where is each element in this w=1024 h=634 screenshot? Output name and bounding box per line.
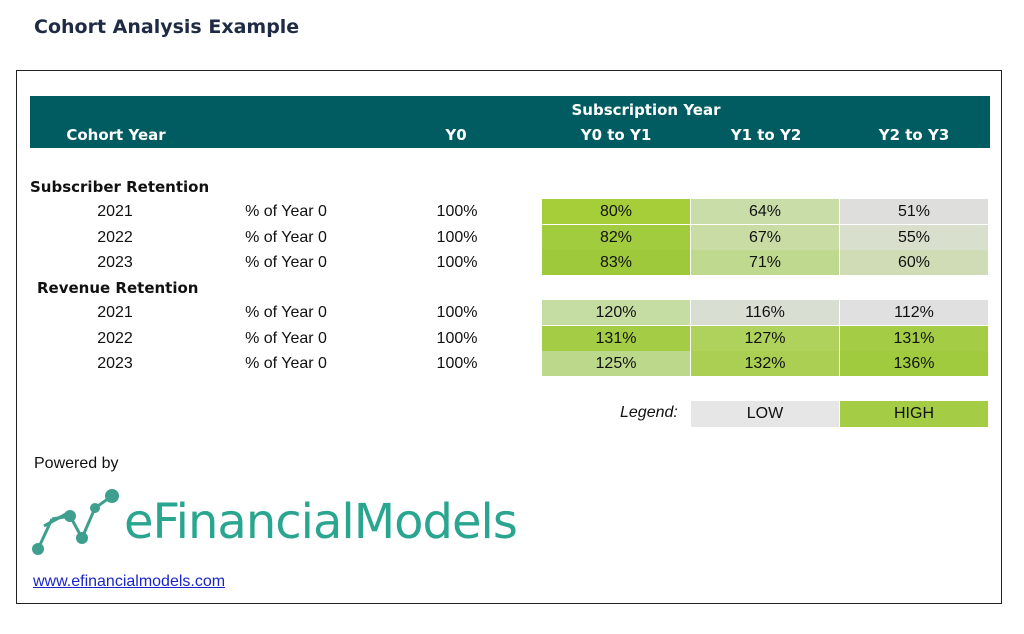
powered-by: Powered by (34, 455, 119, 472)
cohort-year-cell: 2021 (97, 203, 133, 220)
y0-cell: 100% (436, 228, 478, 246)
y2-to-y3-header: Y2 to Y3 (878, 126, 950, 144)
y1-to-y2-header: Y1 to Y2 (730, 126, 802, 144)
legend-low: LOW (691, 401, 839, 427)
metric-cell: % of Year 0 (245, 355, 327, 372)
y0-cell: 100% (436, 329, 478, 347)
metric-cell: % of Year 0 (245, 304, 327, 321)
y0-header: Y0 (445, 126, 467, 144)
y0-to-y1-header: Y0 to Y1 (580, 126, 652, 144)
cohort-year-cell: 2022 (97, 228, 133, 246)
retention-value-cell: 80% (542, 199, 690, 224)
metric-cell: % of Year 0 (245, 254, 327, 271)
efinancialmodels-logo-icon (32, 489, 119, 555)
table-row: 2021 % of Year 0 100% 120% 116% 112% (0, 300, 1024, 325)
brand-e: e (124, 494, 154, 550)
cohort-year-cell: 2023 (97, 355, 133, 372)
y0-cell: 100% (436, 355, 478, 372)
table-row: 2023 % of Year 0 100% 125% 132% 136% (0, 351, 1024, 376)
retention-value-cell: 82% (542, 224, 690, 250)
retention-value-cell: 131% (840, 325, 988, 351)
table-frame (16, 70, 1002, 604)
retention-value-cell: 67% (691, 224, 839, 250)
retention-value-cell: 125% (542, 351, 690, 376)
metric-cell: % of Year 0 (245, 203, 327, 220)
website-link[interactable]: www.efinancialmodels.com (33, 573, 226, 590)
y0-cell: 100% (436, 254, 478, 271)
table-header: Subscription Year Cohort Year Y0 Y0 to Y… (30, 96, 990, 148)
table-row: 2021 % of Year 0 100% 80% 64% 51% (0, 199, 1024, 224)
retention-value-cell: 127% (691, 325, 839, 351)
metric-cell: % of Year 0 (245, 228, 327, 246)
cohort-year-cell: 2023 (97, 254, 133, 271)
retention-value-cell: 132% (691, 351, 839, 376)
page-title: Cohort Analysis Example (34, 16, 300, 38)
cohort-year-header: Cohort Year (66, 126, 166, 144)
retention-value-cell: 51% (840, 199, 988, 224)
retention-value-cell: 64% (691, 199, 839, 224)
retention-value-cell: 116% (691, 300, 839, 325)
retention-value-cell: 83% (542, 250, 690, 275)
retention-value-cell: 112% (840, 300, 988, 325)
metric-cell: % of Year 0 (245, 329, 327, 347)
table-row: 2022 % of Year 0 100% 131% 127% 131% (0, 325, 1024, 351)
legend-high: HIGH (840, 401, 988, 427)
retention-value-cell: 60% (840, 250, 988, 275)
subscriber-retention-label: Subscriber Retention (30, 178, 210, 196)
y0-cell: 100% (436, 304, 478, 321)
retention-value-cell: 71% (691, 250, 839, 275)
legend-label: Legend: (620, 404, 678, 421)
retention-value-cell: 131% (542, 325, 690, 351)
y0-cell: 100% (436, 203, 478, 220)
retention-value-cell: 120% (542, 300, 690, 325)
brand-financialmodels: FinancialModels (152, 494, 518, 550)
table-row: 2023 % of Year 0 100% 83% 71% 60% (0, 250, 1024, 275)
cohort-year-cell: 2022 (97, 329, 133, 347)
brand-name: eFinancialModels (124, 494, 518, 550)
retention-value-cell: 55% (840, 224, 988, 250)
table-row: 2022 % of Year 0 100% 82% 67% 55% (0, 224, 1024, 250)
retention-value-cell: 136% (840, 351, 988, 376)
subscription-year-header: Subscription Year (571, 101, 721, 119)
revenue-retention-label: Revenue Retention (37, 279, 199, 297)
cohort-year-cell: 2021 (97, 304, 133, 321)
